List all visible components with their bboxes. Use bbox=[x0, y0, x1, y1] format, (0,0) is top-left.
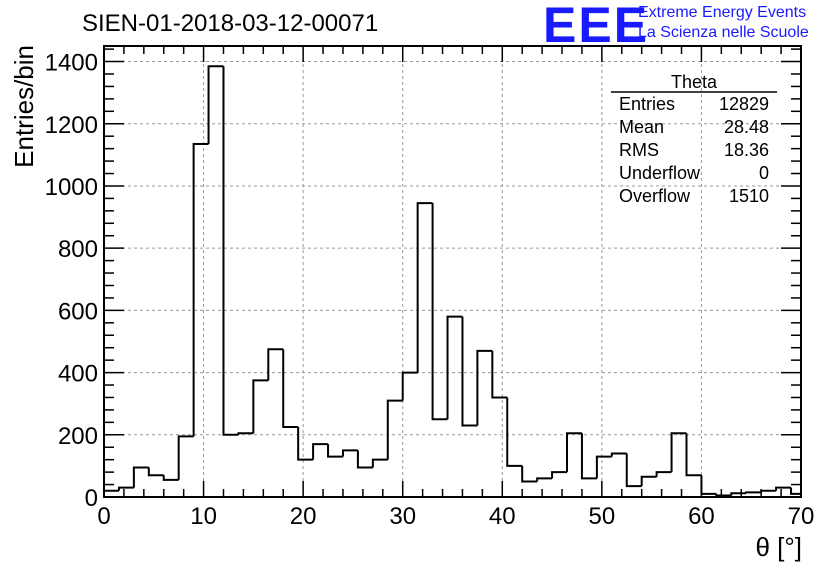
histogram-bin bbox=[476, 349, 493, 426]
logo-text-line1: Extreme Energy Events bbox=[638, 4, 807, 21]
histogram-bin bbox=[222, 66, 239, 436]
histogram-bin bbox=[521, 465, 538, 483]
y-tick-label: 200 bbox=[58, 423, 98, 450]
histogram-bin bbox=[580, 433, 597, 480]
histogram-bin bbox=[132, 466, 149, 488]
histogram-series bbox=[104, 65, 802, 497]
stats-value: 28.48 bbox=[724, 117, 769, 137]
histogram-bin bbox=[655, 471, 672, 477]
y-tick-label: 1200 bbox=[45, 112, 98, 139]
stats-name: Theta bbox=[671, 72, 718, 92]
histogram-bin bbox=[192, 142, 209, 437]
histogram-bin bbox=[775, 486, 792, 491]
histogram-bin bbox=[312, 443, 329, 460]
y-tick-label: 800 bbox=[58, 236, 98, 263]
histogram-bin bbox=[117, 486, 134, 491]
histogram-bin bbox=[551, 471, 568, 479]
histogram-bin bbox=[491, 350, 508, 399]
y-tick-label: 1000 bbox=[45, 174, 98, 201]
histogram-bin bbox=[297, 427, 314, 461]
histogram-bin bbox=[371, 458, 388, 468]
y-tick-label: 0 bbox=[85, 485, 98, 512]
histogram-bin bbox=[640, 475, 657, 487]
x-tick-label: 0 bbox=[97, 503, 110, 530]
stats-label: RMS bbox=[619, 140, 659, 160]
histogram-bin bbox=[536, 477, 553, 482]
histogram-bin bbox=[446, 315, 463, 420]
plot-frame bbox=[103, 45, 802, 498]
histogram-bin bbox=[461, 316, 478, 427]
histogram-bin bbox=[431, 203, 448, 421]
x-tick-label: 60 bbox=[688, 503, 715, 530]
histogram-bin bbox=[685, 433, 702, 477]
histogram-bin bbox=[745, 491, 762, 494]
histogram-bin bbox=[610, 452, 627, 457]
histogram-bin bbox=[177, 435, 194, 480]
stats-label: Overflow bbox=[619, 186, 691, 206]
histogram-title: SIEN-01-2018-03-12-00071 bbox=[82, 10, 379, 37]
stats-label: Mean bbox=[619, 117, 664, 137]
tick-labels: 0 10 20 30 40 50 60 70 0 200 400 600 800 1000 1200 1400 bbox=[45, 50, 815, 530]
eee-logo: EEE bbox=[543, 0, 650, 53]
histogram-bin bbox=[566, 432, 582, 473]
histogram-bin bbox=[790, 487, 801, 495]
grid-lines bbox=[104, 46, 801, 497]
histogram-bin bbox=[760, 489, 777, 493]
histogram-bin bbox=[670, 432, 687, 473]
x-tick-label: 50 bbox=[589, 503, 616, 530]
histogram-bin bbox=[207, 65, 224, 144]
histogram-bin bbox=[625, 453, 642, 488]
histogram-bin bbox=[401, 371, 418, 401]
x-tick-label: 70 bbox=[788, 503, 815, 530]
histogram-bin bbox=[700, 475, 717, 495]
histogram-bin bbox=[327, 444, 343, 458]
logo-text-line2: La Scienza nelle Scuole bbox=[638, 24, 809, 41]
y-axis-label: Entries/bin bbox=[9, 45, 39, 168]
x-axis-label: θ [°] bbox=[755, 532, 802, 562]
histogram-bin bbox=[147, 467, 164, 477]
stats-label: Underflow bbox=[619, 163, 701, 183]
histogram-bin bbox=[162, 475, 179, 481]
stats-value: 1510 bbox=[729, 186, 769, 206]
y-tick-label: 600 bbox=[58, 298, 98, 325]
histogram-bin bbox=[386, 399, 403, 460]
stats-value: 12829 bbox=[719, 94, 769, 114]
histogram-bin bbox=[595, 455, 612, 479]
histogram-bin bbox=[715, 493, 732, 497]
stats-value: 0 bbox=[759, 163, 769, 183]
x-tick-label: 20 bbox=[290, 503, 317, 530]
stats-value: 18.36 bbox=[724, 140, 769, 160]
x-tick-label: 30 bbox=[389, 503, 416, 530]
histogram-bin bbox=[341, 449, 358, 457]
histogram-bin bbox=[237, 432, 254, 435]
histogram-bin bbox=[282, 349, 299, 429]
x-tick-label: 40 bbox=[489, 503, 516, 530]
histogram-bin bbox=[416, 202, 433, 373]
histogram-bin bbox=[506, 397, 523, 467]
y-tick-label: 1400 bbox=[45, 50, 98, 77]
histogram-bin bbox=[730, 492, 747, 496]
histogram-bin bbox=[252, 379, 269, 434]
x-tick-label: 10 bbox=[190, 503, 217, 530]
y-tick-label: 400 bbox=[58, 361, 98, 388]
histogram-bin bbox=[356, 450, 373, 469]
histogram-bin bbox=[267, 348, 284, 381]
stats-label: Entries bbox=[619, 94, 675, 114]
